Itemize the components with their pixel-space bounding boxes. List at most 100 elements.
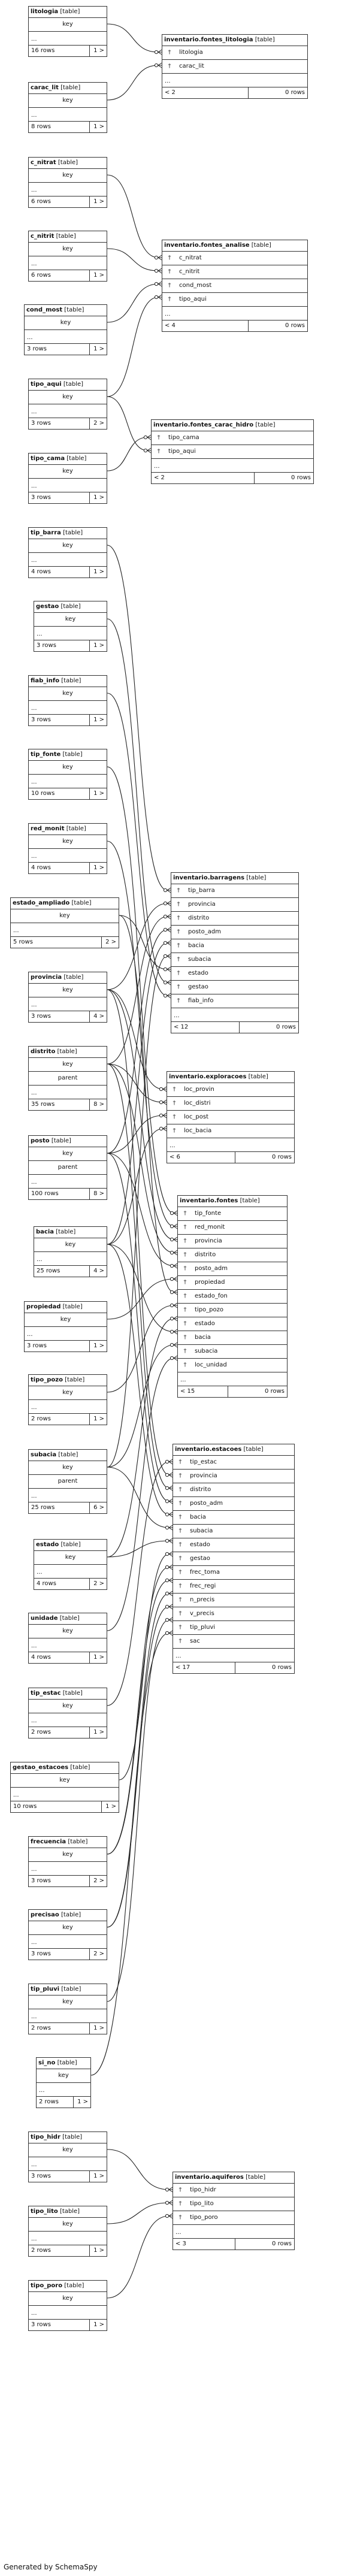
column-row[interactable]: † estado <box>178 1317 287 1331</box>
table-tipo-cama[interactable]: tipo_cama [table] key... 3 rows 1 > <box>28 453 107 504</box>
column-row[interactable]: † tipo_pozo <box>178 1304 287 1317</box>
column-row[interactable]: key <box>29 18 107 32</box>
column-row[interactable]: † tip_estac <box>173 1456 294 1470</box>
table-tipo-hidr[interactable]: tipo_hidr [table] key... 3 rows 1 > <box>28 2131 107 2182</box>
column-row[interactable]: † subacia <box>173 1525 294 1538</box>
column-row[interactable]: key <box>29 539 107 553</box>
table-subacia[interactable]: subacia [table] key parent... 25 rows 6 > <box>28 1449 107 1514</box>
table-unidade[interactable]: unidade [table] key... 4 rows 1 > <box>28 1613 107 1664</box>
column-row[interactable]: † posto_adm <box>178 1262 287 1276</box>
column-row[interactable]: key <box>11 1774 119 1788</box>
column-row[interactable]: † red_monit <box>178 1221 287 1235</box>
column-row[interactable]: key <box>29 1848 107 1862</box>
column-row[interactable]: key <box>29 94 107 108</box>
column-row[interactable]: † frec_regi <box>173 1580 294 1594</box>
column-row[interactable]: key <box>34 1551 107 1565</box>
column-row[interactable]: key <box>29 984 107 997</box>
column-row[interactable]: key <box>34 613 107 627</box>
column-row[interactable]: † c_nitrit <box>162 265 307 279</box>
column-row[interactable]: parent <box>29 1072 107 1086</box>
column-row[interactable]: † estado_fon <box>178 1290 287 1304</box>
column-row[interactable]: † bacia <box>173 1511 294 1525</box>
column-row[interactable]: † subacia <box>178 1345 287 1359</box>
column-row[interactable]: † estado <box>173 1538 294 1552</box>
table-posto[interactable]: posto [table] key parent... 100 rows 8 > <box>28 1135 107 1200</box>
column-row[interactable]: † posto_adm <box>173 1497 294 1511</box>
table-estacoes[interactable]: inventario.estacoes [table] † tip_estac † pr… <box>173 1444 295 1674</box>
column-row[interactable]: key <box>29 391 107 404</box>
column-row[interactable]: key <box>25 316 107 330</box>
column-row[interactable]: † tipo_lito <box>173 2197 294 2211</box>
column-row[interactable]: key <box>11 909 119 923</box>
column-row[interactable]: † provincia <box>178 1235 287 1248</box>
column-row[interactable]: † loc_provin <box>167 1083 294 1097</box>
column-row[interactable]: † loc_post <box>167 1111 294 1124</box>
column-row[interactable]: parent <box>29 1475 107 1489</box>
column-row[interactable]: † gestao <box>173 1552 294 1566</box>
column-row[interactable]: parent <box>29 1161 107 1175</box>
table-fontes[interactable]: inventario.fontes [table] † tip_fonte † red_… <box>177 1195 288 1398</box>
table-tipo-poro[interactable]: tipo_poro [table] key... 3 rows 1 > <box>28 2280 107 2331</box>
table-estado[interactable]: estado [table] key... 4 rows 2 > <box>34 1539 107 1590</box>
column-row[interactable]: † c_nitrat <box>162 252 307 265</box>
column-row[interactable]: † tip_pluvi <box>173 1621 294 1635</box>
table-tipo-aqui[interactable]: tipo_aqui [table] key... 3 rows 2 > <box>28 379 107 430</box>
table-litologia[interactable]: litologia [table] key... 16 rows 1 > <box>28 6 107 57</box>
column-row[interactable]: † n_precis <box>173 1594 294 1607</box>
table-red-monit[interactable]: red_monit [table] key... 4 rows 1 > <box>28 823 107 874</box>
column-row[interactable]: † subacia <box>171 953 298 967</box>
column-row[interactable]: † bacia <box>178 1331 287 1345</box>
column-row[interactable]: key <box>29 1996 107 2009</box>
table-gestao-estacoes[interactable]: gestao_estacoes [table] key... 10 rows 1 > <box>10 1762 119 1813</box>
column-row[interactable]: key <box>37 2069 90 2083</box>
table-barragens[interactable]: inventario.barragens [table] † tip_barra † p… <box>171 872 299 1033</box>
table-tip-estac[interactable]: tip_estac [table] key... 2 rows 1 > <box>28 1688 107 1739</box>
column-row[interactable]: † distrito <box>171 912 298 926</box>
table-tip-pluvi[interactable]: tip_pluvi [table] key... 2 rows 1 > <box>28 1984 107 2034</box>
table-precisao[interactable]: precisao [table] key... 3 rows 2 > <box>28 1909 107 1960</box>
table-tipo-pozo[interactable]: tipo_pozo [table] key... 2 rows 1 > <box>28 1374 107 1425</box>
column-row[interactable]: † litologia <box>162 46 307 60</box>
table-fontes-litologia[interactable]: inventario.fontes_litologia [table] † lito… <box>162 34 308 99</box>
table-bacia[interactable]: bacia [table] key... 25 rows 4 > <box>34 1226 107 1277</box>
table-c-nitrit[interactable]: c_nitrit [table] key... 6 rows 1 > <box>28 231 107 282</box>
table-exploracoes[interactable]: inventario.exploracoes [table] † loc_provi… <box>167 1071 295 1163</box>
table-gestao[interactable]: gestao [table] key... 3 rows 1 > <box>34 601 107 652</box>
column-row[interactable]: key <box>29 2143 107 2157</box>
column-row[interactable]: key <box>29 1921 107 1935</box>
column-row[interactable]: † loc_bacia <box>167 1124 294 1138</box>
column-row[interactable]: † propiedad <box>178 1276 287 1290</box>
column-row[interactable]: † distrito <box>173 1483 294 1497</box>
table-cond-most[interactable]: cond_most [table] key... 3 rows 1 > <box>24 304 107 355</box>
column-row[interactable]: † posto_adm <box>171 926 298 939</box>
column-row[interactable]: key <box>29 1058 107 1072</box>
column-row[interactable]: † estado <box>171 967 298 981</box>
column-row[interactable]: † tipo_aqui <box>162 293 307 307</box>
table-carac-lit[interactable]: carac_lit [table] key... 8 rows 1 > <box>28 82 107 133</box>
table-tip-fonte[interactable]: tip_fonte [table] key... 10 rows 1 > <box>28 749 107 800</box>
table-frecuencia[interactable]: frecuencia [table] key... 3 rows 2 > <box>28 1836 107 1887</box>
column-row[interactable]: key <box>29 687 107 701</box>
column-row[interactable]: key <box>29 1147 107 1161</box>
column-row[interactable]: † tipo_poro <box>173 2211 294 2225</box>
column-row[interactable]: † v_precis <box>173 1607 294 1621</box>
column-row[interactable]: key <box>25 1313 107 1327</box>
column-row[interactable]: † tip_barra <box>171 884 298 898</box>
column-row[interactable]: † loc_unidad <box>178 1359 287 1372</box>
column-row[interactable]: † fiab_info <box>171 994 298 1008</box>
column-row[interactable]: † gestao <box>171 981 298 994</box>
column-row[interactable]: † cond_most <box>162 279 307 293</box>
table-c-nitrat[interactable]: c_nitrat [table] key... 6 rows 1 > <box>28 157 107 208</box>
column-row[interactable]: key <box>29 2292 107 2306</box>
table-provincia[interactable]: provincia [table] key... 3 rows 4 > <box>28 972 107 1023</box>
column-row[interactable]: key <box>34 1238 107 1252</box>
table-distrito[interactable]: distrito [table] key parent... 35 rows 8 > <box>28 1046 107 1111</box>
table-estado-ampliado[interactable]: estado_ampliado [table] key... 5 rows 2 > <box>10 897 119 948</box>
table-fiab-info[interactable]: fiab_info [table] key... 3 rows 1 > <box>28 675 107 726</box>
column-row[interactable]: key <box>29 1386 107 1400</box>
column-row[interactable]: key <box>29 169 107 183</box>
column-row[interactable]: † carac_lit <box>162 60 307 74</box>
table-tip-barra[interactable]: tip_barra [table] key... 4 rows 1 > <box>28 527 107 578</box>
column-row[interactable]: key <box>29 1625 107 1638</box>
column-row[interactable]: key <box>29 835 107 849</box>
